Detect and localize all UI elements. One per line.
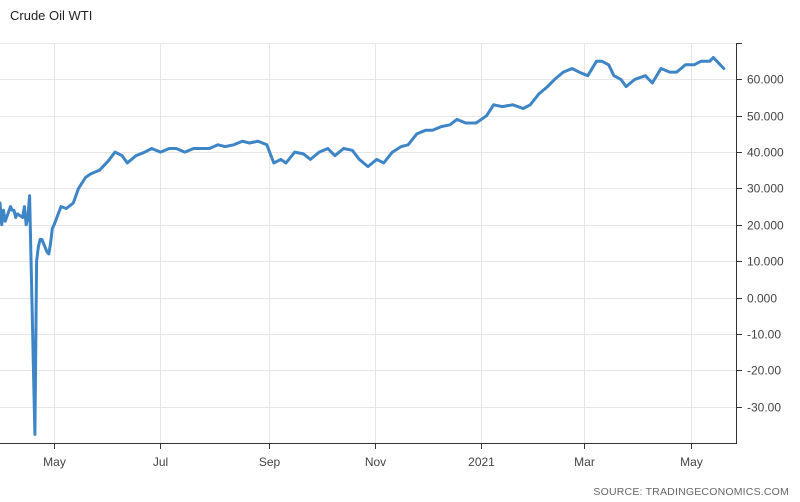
y-tick-label: -10.00 (747, 328, 781, 342)
x-tick-label: May (43, 455, 66, 469)
y-tick-label: 0.000 (747, 292, 777, 306)
x-tick-label: Sep (259, 455, 281, 469)
gridlines (0, 43, 736, 443)
x-tick-label: 2021 (468, 455, 495, 469)
x-tick-label: Jul (153, 455, 168, 469)
y-tick-label: 50.000 (747, 110, 784, 124)
x-tick-label: Nov (365, 455, 386, 469)
y-tick-label: -30.00 (747, 401, 781, 415)
y-tick-label: 30.000 (747, 182, 784, 196)
x-tick-label: May (680, 455, 703, 469)
y-tick-label: -20.00 (747, 364, 781, 378)
y-tick-label: 10.000 (747, 255, 784, 269)
y-tick-label: 60.000 (747, 73, 784, 87)
y-axis: 60.000 50.000 40.000 30.000 20.000 10.000 0.00… (736, 43, 784, 443)
series-line-crude-oil[interactable] (0, 56, 726, 436)
x-tick-label: Mar (574, 455, 595, 469)
y-tick-label: 40.000 (747, 146, 784, 160)
x-axis: May Jul Sep Nov 2021 Mar May (0, 443, 737, 469)
chart-title: Crude Oil WTI (10, 8, 93, 23)
source-credit: SOURCE: TRADINGECONOMICS.COM (593, 486, 789, 498)
y-tick-label: 20.000 (747, 219, 784, 233)
